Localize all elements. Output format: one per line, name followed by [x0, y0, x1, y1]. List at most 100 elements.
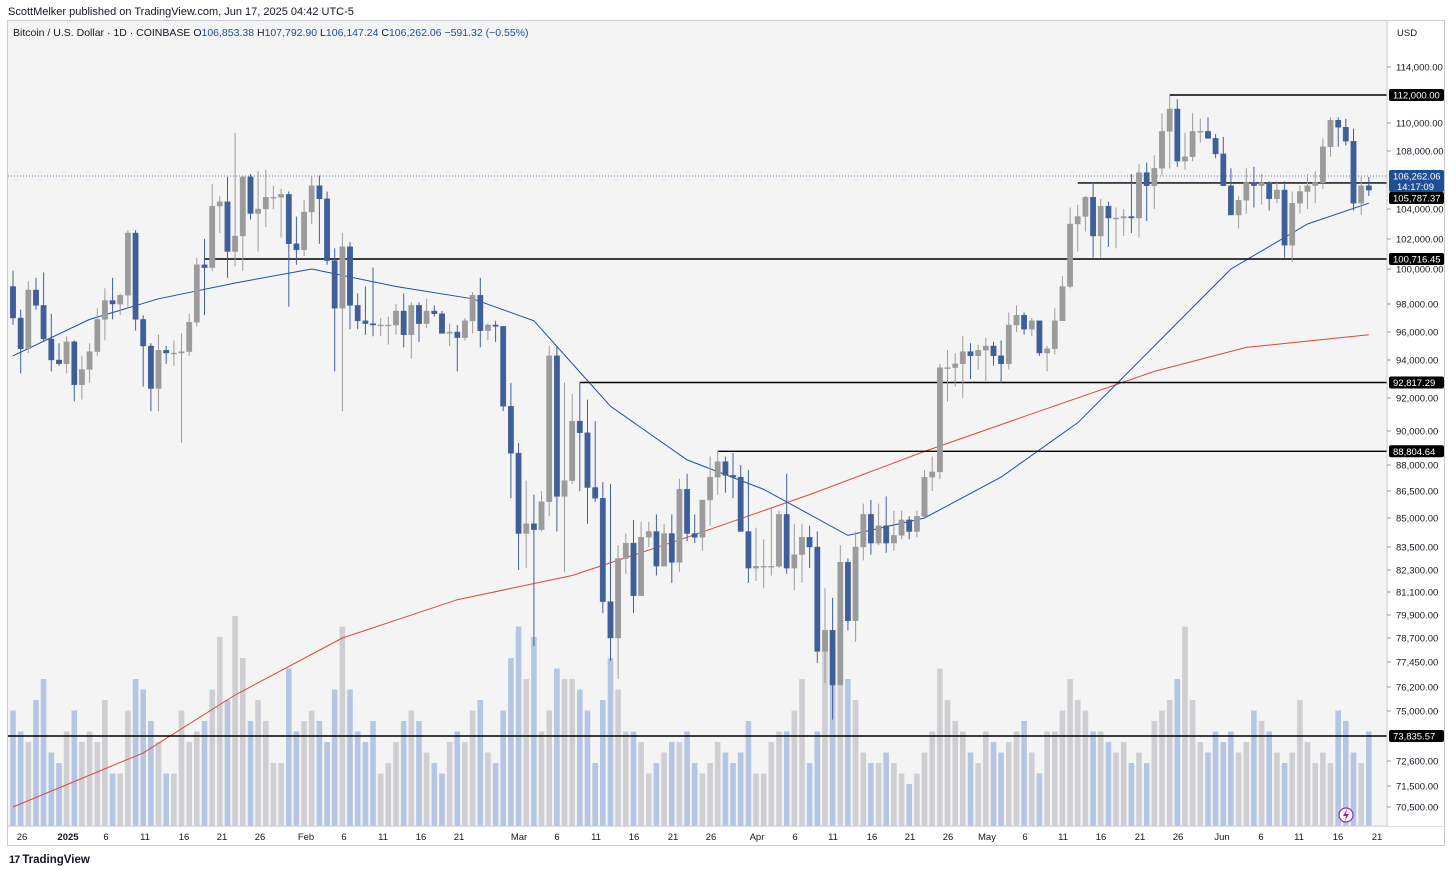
- candle[interactable]: [760, 539, 767, 589]
- candle[interactable]: [906, 516, 913, 540]
- lightning-icon[interactable]: [1338, 807, 1354, 823]
- candle[interactable]: [661, 523, 668, 567]
- candle[interactable]: [515, 442, 522, 570]
- candle[interactable]: [967, 343, 974, 379]
- candle[interactable]: [1021, 312, 1028, 335]
- candle[interactable]: [1113, 207, 1119, 249]
- tradingview-logo[interactable]: 17 TradingView: [9, 854, 90, 866]
- candle[interactable]: [308, 175, 315, 225]
- candle[interactable]: [301, 200, 307, 257]
- time-axis-bg[interactable]: [8, 827, 1444, 845]
- horizontal-levels[interactable]: [8, 94, 1387, 737]
- candle[interactable]: [691, 514, 698, 544]
- candle[interactable]: [1143, 162, 1150, 222]
- candle[interactable]: [71, 340, 78, 402]
- candle[interactable]: [921, 470, 928, 518]
- candle[interactable]: [768, 507, 775, 576]
- candle[interactable]: [982, 337, 989, 381]
- candle[interactable]: [753, 527, 759, 581]
- candle[interactable]: [1090, 182, 1097, 258]
- candle[interactable]: [668, 514, 675, 583]
- candle[interactable]: [25, 281, 32, 353]
- candle[interactable]: [239, 175, 246, 271]
- candle[interactable]: [569, 394, 576, 485]
- candle[interactable]: [730, 453, 736, 499]
- candle[interactable]: [822, 588, 828, 683]
- candle[interactable]: [1028, 318, 1035, 337]
- candle[interactable]: [255, 171, 261, 252]
- candle[interactable]: [576, 382, 583, 491]
- candle[interactable]: [1243, 168, 1250, 214]
- candle[interactable]: [998, 340, 1005, 383]
- candle[interactable]: [1319, 138, 1326, 189]
- candle[interactable]: [799, 523, 805, 583]
- candle[interactable]: [370, 267, 376, 337]
- candle[interactable]: [347, 242, 353, 330]
- candle[interactable]: [1059, 276, 1066, 321]
- candle[interactable]: [232, 132, 238, 267]
- candle[interactable]: [868, 500, 874, 555]
- candle[interactable]: [914, 510, 920, 538]
- candle[interactable]: [1120, 209, 1127, 236]
- candle[interactable]: [193, 257, 200, 327]
- candle[interactable]: [416, 302, 422, 342]
- candle[interactable]: [1067, 207, 1074, 289]
- candle[interactable]: [837, 545, 844, 686]
- candle[interactable]: [285, 191, 292, 307]
- candle[interactable]: [599, 482, 606, 614]
- candle[interactable]: [523, 480, 530, 569]
- candle[interactable]: [63, 336, 70, 374]
- candle[interactable]: [492, 320, 499, 342]
- candle[interactable]: [1036, 320, 1043, 356]
- candle[interactable]: [408, 302, 415, 359]
- candle[interactable]: [393, 304, 399, 335]
- candle[interactable]: [1296, 185, 1303, 214]
- candle[interactable]: [554, 346, 560, 532]
- candle[interactable]: [653, 514, 660, 576]
- candle[interactable]: [431, 305, 438, 317]
- candle[interactable]: [324, 191, 330, 265]
- candle[interactable]: [959, 336, 966, 398]
- candle[interactable]: [1105, 201, 1112, 247]
- candle[interactable]: [615, 545, 622, 679]
- candle[interactable]: [462, 318, 468, 341]
- candle[interactable]: [783, 473, 790, 574]
- candle[interactable]: [531, 494, 537, 646]
- time-axis[interactable]: 26 2025 6 11 16 21 26 Feb 6 11 16 21 Mar 6 11 16 21 26 Apr…: [17, 832, 1383, 843]
- candle[interactable]: [1327, 117, 1334, 157]
- candle[interactable]: [170, 340, 177, 366]
- candles-layer[interactable]: [10, 95, 1372, 720]
- candle[interactable]: [155, 334, 162, 412]
- candle[interactable]: [1281, 181, 1288, 258]
- candle[interactable]: [1013, 305, 1020, 332]
- symbol-label[interactable]: Bitcoin / U.S. Dollar · 1D · COINBASE: [13, 27, 191, 39]
- currency-label[interactable]: USD: [1397, 28, 1417, 39]
- candle[interactable]: [1342, 118, 1349, 146]
- price-axis[interactable]: 114,000.00 110,000.00 108,000.00 104,000.00…: [1387, 63, 1444, 814]
- candle[interactable]: [607, 484, 614, 661]
- candle[interactable]: [645, 521, 652, 547]
- candle[interactable]: [791, 523, 798, 591]
- candle[interactable]: [630, 519, 637, 614]
- candle[interactable]: [638, 521, 645, 596]
- candle[interactable]: [508, 382, 514, 499]
- candle[interactable]: [209, 184, 216, 271]
- candle[interactable]: [707, 456, 714, 526]
- candle[interactable]: [852, 531, 859, 642]
- candle[interactable]: [745, 470, 752, 583]
- candle[interactable]: [339, 233, 346, 412]
- candle[interactable]: [714, 451, 721, 495]
- candle[interactable]: [806, 525, 813, 569]
- candle[interactable]: [944, 350, 951, 402]
- candle[interactable]: [1174, 99, 1181, 167]
- candle[interactable]: [684, 473, 691, 542]
- candle[interactable]: [1250, 166, 1257, 208]
- candle[interactable]: [1266, 181, 1273, 211]
- candle[interactable]: [699, 499, 706, 551]
- candle[interactable]: [1044, 346, 1051, 372]
- candle[interactable]: [469, 291, 476, 334]
- candle[interactable]: [776, 510, 782, 569]
- candle[interactable]: [78, 355, 85, 400]
- candle[interactable]: [1350, 128, 1357, 211]
